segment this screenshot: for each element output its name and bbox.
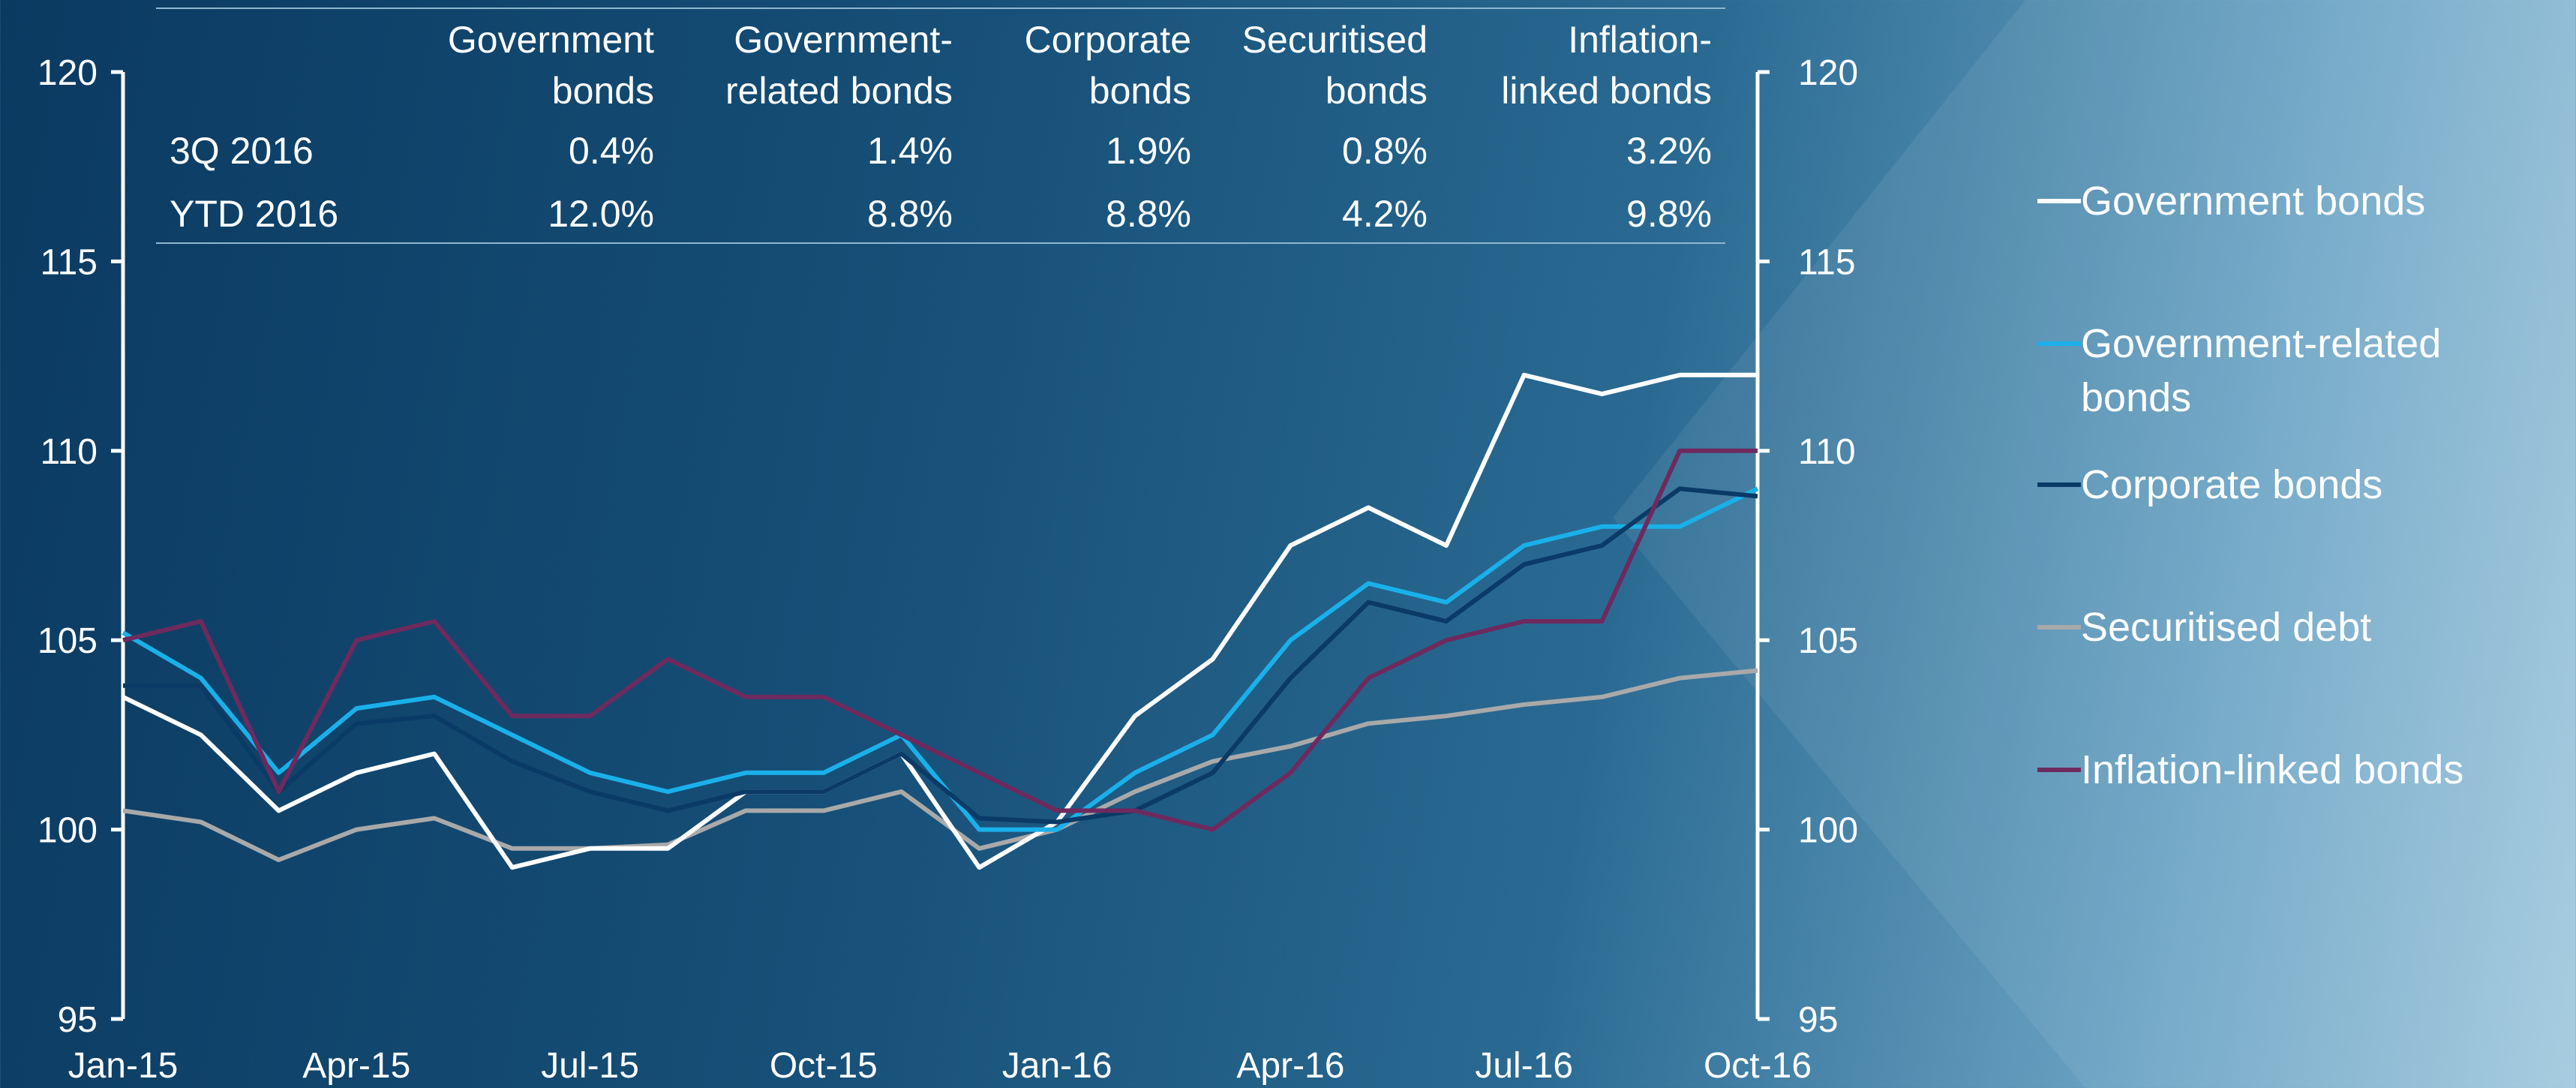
table-cell: 0.4% bbox=[569, 130, 654, 172]
legend-swatch bbox=[2037, 341, 2081, 346]
y2-tick-label: 95 bbox=[1798, 1000, 1838, 1040]
table-header: bonds bbox=[1089, 70, 1191, 112]
table-header: Securitised bbox=[1242, 19, 1428, 61]
x-tick-label: Apr-16 bbox=[1236, 1046, 1344, 1086]
x-tick-label: Oct-15 bbox=[770, 1046, 878, 1086]
legend-item: Government bonds bbox=[2037, 174, 2546, 228]
legend-swatch bbox=[2037, 768, 2081, 772]
y-tick-label: 95 bbox=[58, 1000, 98, 1040]
x-tick-label: Jul-16 bbox=[1475, 1046, 1573, 1086]
table-header: Corporate bbox=[1025, 19, 1191, 61]
table-header: bonds bbox=[1326, 70, 1428, 112]
table-cell: 8.8% bbox=[1106, 193, 1191, 235]
legend-item: Government-related bonds bbox=[2037, 317, 2546, 425]
table-cell: 9.8% bbox=[1626, 193, 1712, 235]
legend-label: Inflation-linked bonds bbox=[2081, 747, 2464, 792]
table-cell: 8.8% bbox=[867, 193, 953, 235]
table-header: Inflation- bbox=[1568, 19, 1712, 61]
x-tick-label: Jan-15 bbox=[68, 1046, 179, 1086]
legend-item: Corporate bonds bbox=[2037, 458, 2546, 512]
series-line bbox=[122, 372, 1758, 870]
table-row-label: 3Q 2016 bbox=[170, 130, 314, 172]
table-header: linked bonds bbox=[1501, 70, 1712, 112]
legend-swatch bbox=[2037, 482, 2081, 487]
table-cell: 4.2% bbox=[1342, 193, 1428, 235]
x-tick-label: Apr-15 bbox=[302, 1046, 410, 1086]
y2-tick-label: 110 bbox=[1798, 432, 1856, 472]
table-header: bonds bbox=[552, 70, 654, 112]
table-cell: 1.4% bbox=[867, 130, 953, 172]
y-tick-label: 120 bbox=[38, 53, 98, 93]
table-header: Government bbox=[448, 19, 654, 61]
y-tick-label: 115 bbox=[40, 242, 98, 282]
y-tick-label: 105 bbox=[38, 621, 98, 661]
y2-tick-label: 120 bbox=[1798, 53, 1858, 93]
series-line bbox=[122, 668, 1758, 862]
series-line bbox=[122, 448, 1758, 832]
table-cell: 12.0% bbox=[548, 193, 654, 235]
y2-tick-label: 105 bbox=[1798, 621, 1858, 661]
x-tick-label: Jan-16 bbox=[1002, 1046, 1112, 1086]
series-line bbox=[122, 486, 1759, 832]
legend-item: Inflation-linked bonds bbox=[2037, 743, 2546, 797]
table-cell: 1.9% bbox=[1106, 130, 1191, 172]
legend-swatch bbox=[2037, 625, 2081, 630]
legend-label: Government bonds bbox=[2081, 179, 2426, 224]
y-tick-label: 110 bbox=[40, 432, 98, 472]
table-row-label: YTD 2016 bbox=[170, 193, 338, 235]
legend-label: Corporate bonds bbox=[2081, 462, 2383, 507]
legend-label: Government-related bonds bbox=[2081, 321, 2442, 420]
x-tick-label: Jul-15 bbox=[541, 1046, 639, 1086]
series-line bbox=[123, 486, 1758, 825]
y2-tick-label: 100 bbox=[1798, 811, 1858, 851]
background-shape bbox=[1613, 0, 2576, 1088]
y-tick-label: 100 bbox=[38, 811, 98, 851]
legend-item: Securitised debt bbox=[2037, 600, 2546, 654]
y2-tick-label: 115 bbox=[1798, 242, 1856, 282]
table-cell: 3.2% bbox=[1626, 130, 1712, 172]
table-header: related bonds bbox=[725, 70, 953, 112]
table-header: Government- bbox=[734, 19, 953, 61]
table-cell: 0.8% bbox=[1342, 130, 1428, 172]
legend-swatch bbox=[2037, 199, 2081, 203]
legend-label: Securitised debt bbox=[2081, 605, 2372, 650]
x-tick-label: Oct-16 bbox=[1704, 1046, 1812, 1086]
